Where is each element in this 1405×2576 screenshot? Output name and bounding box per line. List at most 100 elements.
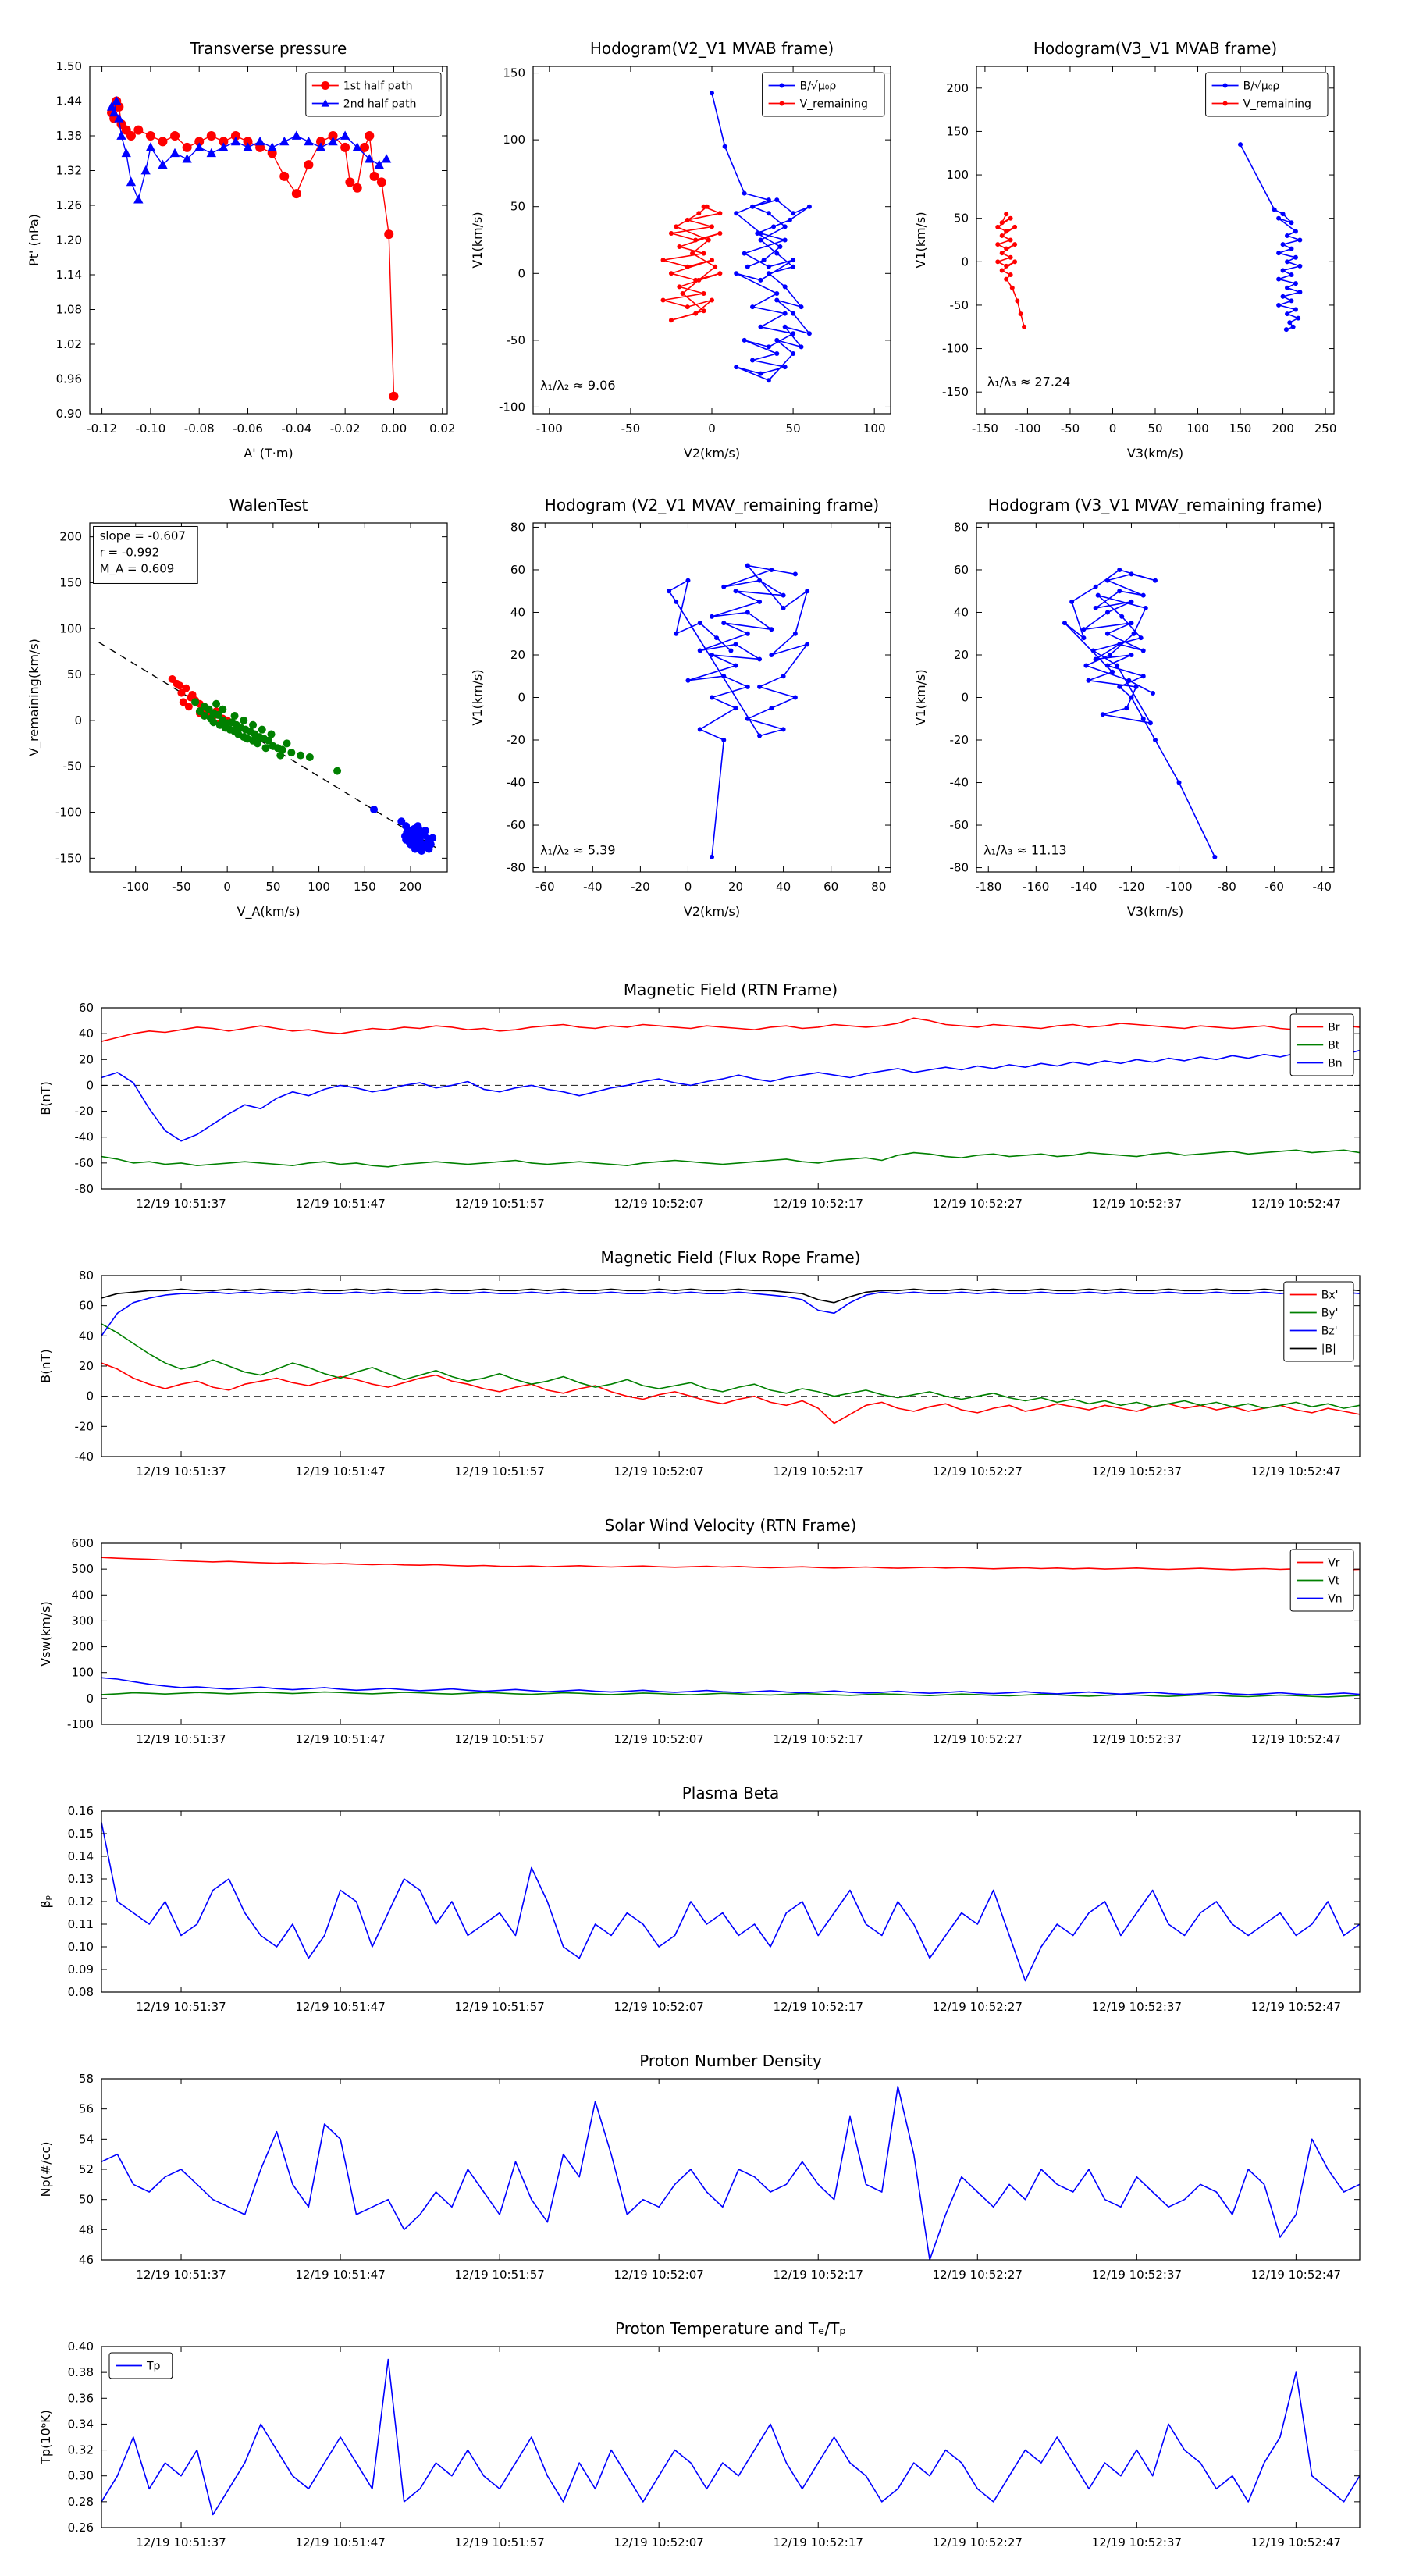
chart-walen-test: -100 -50 0 50 100 150 200 -150 -100 -50 0 50 100 150 2… (8, 478, 457, 934)
x-tick-label: -50 (621, 422, 641, 436)
x-tick-label: 50 (1147, 422, 1162, 436)
x-tick-label: 12/19 10:52:07 (614, 1464, 703, 1478)
x-tick-label: 60 (823, 880, 838, 894)
y-tick-label: 0 (86, 1389, 94, 1404)
x-tick-label: 12/19 10:51:37 (136, 1197, 226, 1211)
x-tick-label: 100 (1186, 422, 1209, 436)
y-tick-label: 150 (59, 575, 82, 589)
x-tick-label: -50 (1061, 422, 1080, 436)
y-tick-label: -150 (55, 851, 82, 865)
y-tick-label: 100 (503, 133, 525, 147)
x-tick-label: -100 (1014, 422, 1040, 436)
x-tick-label: 0 (1109, 422, 1117, 436)
x-tick-label: 12/19 10:51:37 (136, 2000, 226, 2014)
y-tick-label: 50 (79, 2193, 94, 2207)
y-tick-label: 100 (59, 621, 82, 635)
x-tick-label: 200 (1272, 422, 1294, 436)
legend-label: Bn (1328, 1058, 1342, 1070)
x-tick-label: 50 (786, 422, 801, 436)
y-tick-label: 1.38 (56, 129, 82, 143)
chart-title: Plasma Beta (682, 1784, 780, 1802)
x-tick-label: -180 (975, 880, 1001, 894)
chart-title: Transverse pressure (190, 39, 347, 58)
chart-title: Magnetic Field (Flux Rope Frame) (601, 1248, 861, 1267)
chart-plasma-beta: 12/19 10:51:37 12/19 10:51:47 12/19 10:51:… (8, 1775, 1397, 2039)
legend-label: Br (1328, 1022, 1340, 1034)
y-tick-label: 56 (79, 2102, 94, 2116)
y-tick-label: 0.36 (68, 2391, 94, 2405)
x-tick-label: -100 (536, 422, 563, 436)
x-tick-label: 12/19 10:51:37 (136, 2535, 226, 2549)
x-tick-label: -150 (972, 422, 998, 436)
legend-label: 2nd half path (343, 98, 417, 111)
y-tick-label: -100 (55, 806, 82, 820)
x-tick-label: -140 (1070, 880, 1097, 894)
legend-label: B/√μ₀ρ (1243, 80, 1280, 93)
chart-svg-np: 12/19 10:51:37 12/19 10:51:47 12/19 10:51:… (38, 2051, 1361, 2282)
y-tick-label: 0.11 (68, 1917, 94, 1931)
y-tick-label: -50 (63, 760, 83, 774)
legend-label: Bx' (1321, 1290, 1339, 1302)
x-tick-label: 12/19 10:52:07 (614, 2000, 703, 2014)
y-tick-label: 50 (67, 667, 82, 681)
legend-label: Vt (1328, 1575, 1340, 1588)
x-axis-label: V_A(km/s) (237, 904, 301, 920)
y-tick-label: -60 (507, 818, 526, 832)
y-tick-label: 50 (954, 212, 969, 226)
y-tick-label: 1.02 (56, 337, 82, 351)
y-tick-label: 500 (71, 1562, 94, 1576)
y-tick-label: 60 (79, 1001, 94, 1015)
y-tick-label: 20 (79, 1052, 94, 1066)
y-tick-label: -60 (75, 1156, 94, 1170)
y-tick-label: 1.20 (56, 233, 82, 247)
legend-label: Vn (1328, 1593, 1342, 1606)
y-tick-label: 60 (510, 563, 525, 577)
y-tick-label: 40 (510, 605, 525, 619)
y-tick-label: 100 (946, 168, 969, 182)
x-tick-label: 0 (223, 880, 231, 894)
x-tick-label: 12/19 10:52:37 (1092, 2535, 1182, 2549)
chart-svg-hodogram-v2v1-mvav: -60 -40 -20 0 20 40 60 80 -80 -60 -40 -20 0 20 40 60 80 H… (470, 496, 891, 919)
y-tick-label: -40 (507, 776, 526, 790)
x-tick-label: 40 (776, 880, 791, 894)
x-axis-label: A' (T·m) (244, 446, 293, 461)
y-tick-label: 80 (510, 520, 525, 534)
x-tick-label: 20 (728, 880, 743, 894)
chart-hodogram-v2v1-mvab: -100 -50 0 50 100 -100 -50 0 50 100 150 Hodogram(V2… (451, 12, 900, 476)
chart-svg-vsw: 12/19 10:51:37 12/19 10:51:47 12/19 10:51:… (38, 1516, 1361, 1746)
y-tick-label: 20 (79, 1359, 94, 1373)
x-tick-label: 12/19 10:52:37 (1092, 1197, 1182, 1211)
legend-label: Tp (146, 2361, 161, 2373)
y-tick-label: 0.30 (68, 2469, 94, 2483)
x-tick-label: 50 (265, 880, 280, 894)
y-tick-label: 60 (79, 1299, 94, 1313)
x-tick-label: 12/19 10:52:37 (1092, 1732, 1182, 1746)
y-tick-label: 100 (71, 1666, 94, 1680)
x-tick-label: 12/19 10:52:17 (774, 2268, 863, 2282)
x-tick-label: -0.12 (87, 422, 117, 436)
y-tick-label: -100 (67, 1717, 94, 1731)
y-tick-label: 50 (510, 200, 525, 214)
y-tick-label: 40 (79, 1329, 94, 1343)
x-tick-label: 0.02 (429, 422, 455, 436)
y-tick-label: 0.38 (68, 2365, 94, 2379)
x-tick-label: -0.04 (281, 422, 311, 436)
y-tick-label: 20 (510, 648, 525, 662)
y-tick-label: 0 (86, 1692, 94, 1706)
y-tick-label: 0.90 (56, 407, 82, 421)
x-tick-label: -160 (1023, 880, 1049, 894)
chart-svg-mag-rtn: 12/19 10:51:37 12/19 10:51:47 12/19 10:51:… (38, 980, 1361, 1211)
x-tick-label: 12/19 10:51:37 (136, 1464, 226, 1478)
chart-hodogram-v3v1-mvab: -150 -100 -50 0 50 100 150 200 250 -150 -100 -50 0 50… (895, 12, 1343, 476)
y-tick-label: 1.44 (56, 94, 82, 109)
y-tick-label: 0.96 (56, 372, 82, 386)
legend-label: B/√μ₀ρ (800, 80, 837, 93)
y-axis-label: B(nT) (38, 1349, 53, 1382)
x-tick-label: 12/19 10:52:37 (1092, 1464, 1182, 1478)
y-tick-label: 0.16 (68, 1804, 94, 1818)
y-tick-label: 0 (74, 713, 82, 728)
x-tick-label: 250 (1314, 422, 1337, 436)
x-tick-label: 200 (400, 880, 422, 894)
chart-svg-hodogram-v3v1-mvab: -150 -100 -50 0 50 100 150 200 250 -150 -100 -50 0 50… (913, 39, 1337, 461)
